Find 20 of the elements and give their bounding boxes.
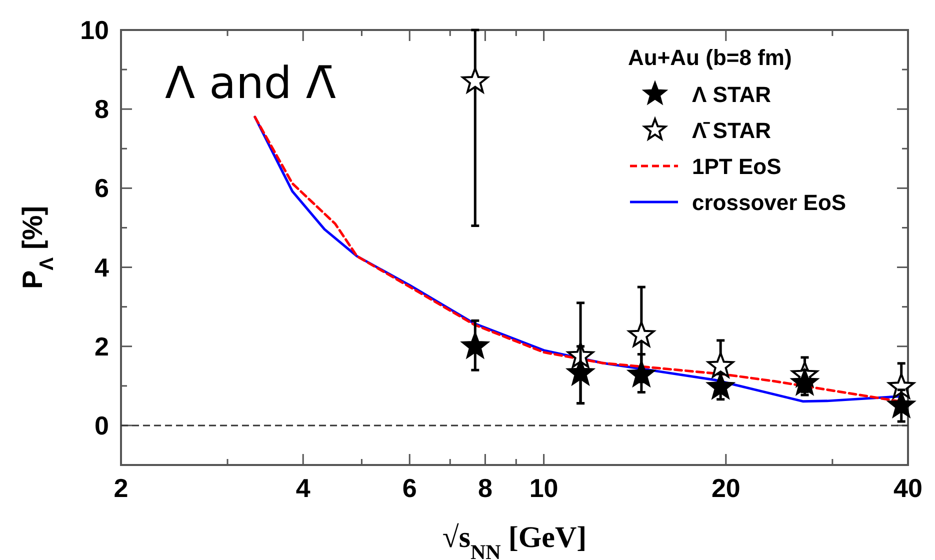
x-tick-label: 8 bbox=[478, 473, 492, 503]
legend-label: crossover EoS bbox=[692, 190, 846, 215]
annotation: Λ and Λ̄ bbox=[165, 58, 336, 109]
y-tick-label: 10 bbox=[80, 15, 109, 45]
legend-label: Λ̄ STAR bbox=[692, 118, 772, 143]
x-tick-label: 20 bbox=[711, 473, 740, 503]
y-tick-label: 8 bbox=[94, 94, 109, 124]
x-tick-label: 2 bbox=[114, 473, 128, 503]
x-tick-label: 4 bbox=[296, 473, 311, 503]
legend-title: Au+Au (b=8 fm) bbox=[628, 45, 792, 70]
x-tick-label: 40 bbox=[894, 473, 922, 503]
x-tick-label: 10 bbox=[529, 473, 558, 503]
y-tick-label: 6 bbox=[94, 173, 109, 204]
y-tick-label: 4 bbox=[94, 252, 110, 282]
y-tick-label: 2 bbox=[94, 331, 109, 362]
y-tick-label: 0 bbox=[94, 410, 109, 440]
x-axis-title: √s$_{NN}$ [GeV] bbox=[442, 521, 587, 560]
x-tick-label: 6 bbox=[402, 473, 417, 503]
legend-label: 1PT EoS bbox=[692, 154, 782, 179]
legend-label: Λ STAR bbox=[692, 82, 772, 107]
